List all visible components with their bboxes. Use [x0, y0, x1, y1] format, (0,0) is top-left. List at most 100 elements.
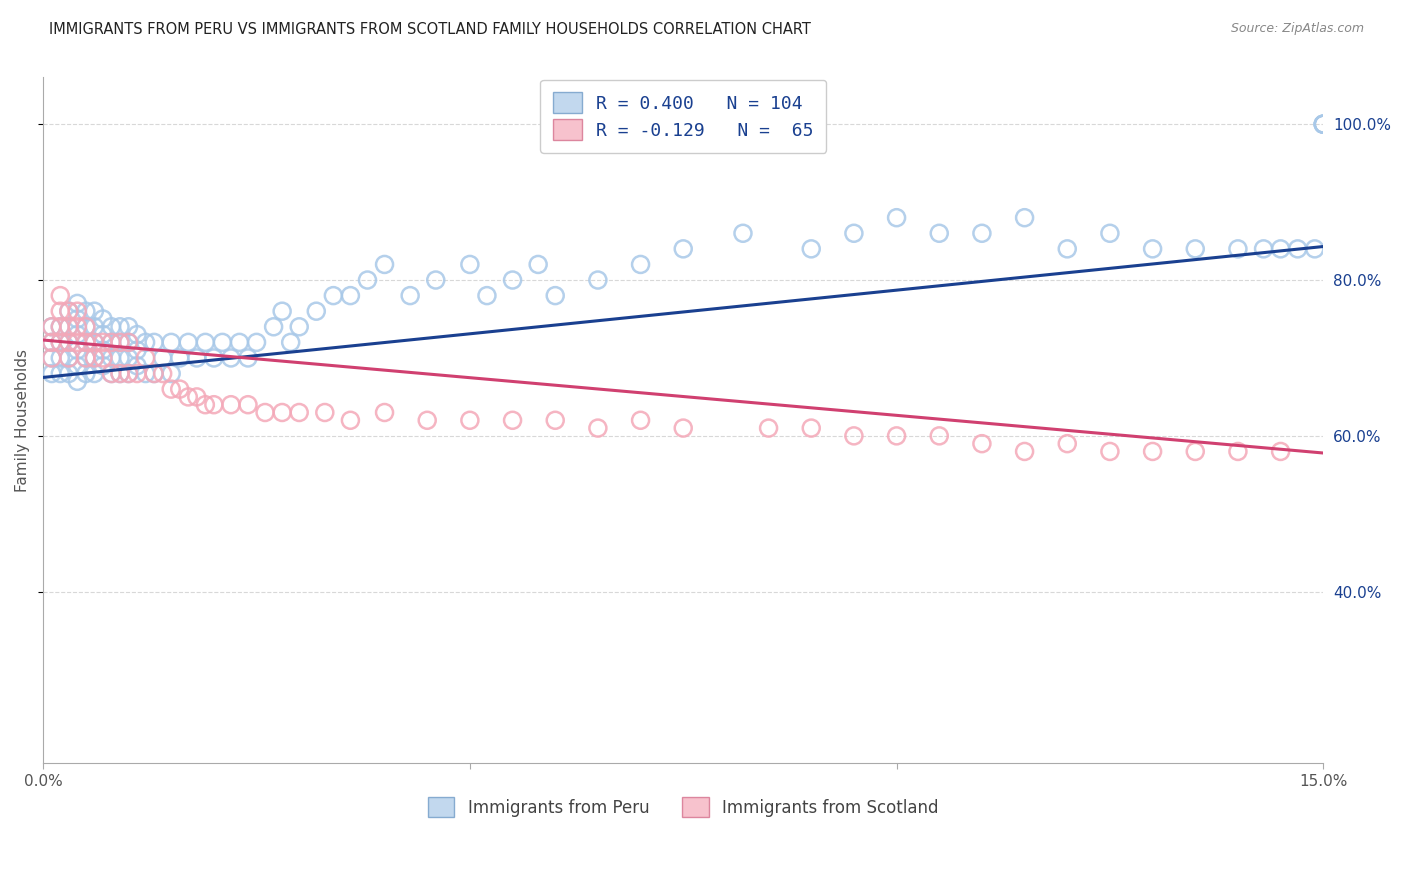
- Point: [117, 335, 139, 350]
- Point: [1270, 444, 1292, 458]
- Point: [1226, 444, 1249, 458]
- Point: [108, 335, 131, 350]
- Point: [1184, 242, 1206, 256]
- Point: [66, 304, 89, 318]
- Point: [236, 351, 259, 365]
- Point: [83, 335, 105, 350]
- Point: [211, 335, 233, 350]
- Point: [117, 319, 139, 334]
- Point: [41, 367, 63, 381]
- Point: [374, 405, 396, 419]
- Point: [108, 367, 131, 381]
- Point: [305, 304, 328, 318]
- Point: [49, 304, 72, 318]
- Point: [49, 319, 72, 334]
- Point: [236, 398, 259, 412]
- Point: [842, 227, 865, 241]
- Point: [83, 351, 105, 365]
- Point: [160, 367, 183, 381]
- Point: [83, 367, 105, 381]
- Point: [758, 421, 780, 435]
- Point: [100, 367, 122, 381]
- Point: [322, 288, 344, 302]
- Point: [117, 367, 139, 381]
- Point: [219, 351, 242, 365]
- Point: [49, 367, 72, 381]
- Point: [970, 227, 993, 241]
- Point: [1014, 444, 1036, 458]
- Point: [586, 421, 609, 435]
- Point: [928, 227, 950, 241]
- Point: [1056, 242, 1078, 256]
- Point: [800, 242, 823, 256]
- Point: [66, 312, 89, 326]
- Point: [58, 319, 80, 334]
- Point: [117, 367, 139, 381]
- Point: [66, 343, 89, 358]
- Point: [202, 351, 225, 365]
- Point: [91, 351, 114, 365]
- Point: [1142, 242, 1164, 256]
- Point: [91, 312, 114, 326]
- Point: [58, 351, 80, 365]
- Point: [202, 398, 225, 412]
- Point: [672, 242, 695, 256]
- Point: [91, 343, 114, 358]
- Point: [1312, 117, 1334, 131]
- Point: [58, 335, 80, 350]
- Point: [886, 429, 908, 443]
- Point: [91, 359, 114, 373]
- Point: [544, 413, 567, 427]
- Point: [58, 335, 80, 350]
- Point: [143, 335, 166, 350]
- Point: [91, 327, 114, 342]
- Point: [100, 351, 122, 365]
- Point: [100, 335, 122, 350]
- Point: [970, 436, 993, 450]
- Point: [254, 405, 277, 419]
- Point: [66, 327, 89, 342]
- Point: [800, 421, 823, 435]
- Point: [672, 421, 695, 435]
- Point: [41, 335, 63, 350]
- Point: [66, 335, 89, 350]
- Point: [1098, 444, 1121, 458]
- Point: [41, 319, 63, 334]
- Point: [1286, 242, 1309, 256]
- Point: [458, 257, 481, 271]
- Point: [886, 211, 908, 225]
- Point: [108, 351, 131, 365]
- Point: [135, 335, 157, 350]
- Point: [416, 413, 439, 427]
- Point: [100, 367, 122, 381]
- Point: [186, 351, 208, 365]
- Point: [928, 429, 950, 443]
- Point: [75, 367, 97, 381]
- Point: [58, 351, 80, 365]
- Text: IMMIGRANTS FROM PERU VS IMMIGRANTS FROM SCOTLAND FAMILY HOUSEHOLDS CORRELATION C: IMMIGRANTS FROM PERU VS IMMIGRANTS FROM …: [49, 22, 811, 37]
- Text: Source: ZipAtlas.com: Source: ZipAtlas.com: [1230, 22, 1364, 36]
- Point: [58, 304, 80, 318]
- Point: [66, 374, 89, 388]
- Point: [194, 398, 217, 412]
- Point: [125, 327, 148, 342]
- Point: [75, 351, 97, 365]
- Point: [41, 335, 63, 350]
- Point: [169, 382, 191, 396]
- Point: [125, 359, 148, 373]
- Point: [135, 351, 157, 365]
- Point: [280, 335, 302, 350]
- Point: [169, 351, 191, 365]
- Point: [125, 343, 148, 358]
- Point: [108, 319, 131, 334]
- Point: [399, 288, 422, 302]
- Point: [1226, 242, 1249, 256]
- Point: [135, 367, 157, 381]
- Point: [502, 273, 524, 287]
- Point: [75, 319, 97, 334]
- Point: [152, 367, 174, 381]
- Point: [117, 351, 139, 365]
- Point: [49, 335, 72, 350]
- Point: [143, 367, 166, 381]
- Point: [339, 288, 361, 302]
